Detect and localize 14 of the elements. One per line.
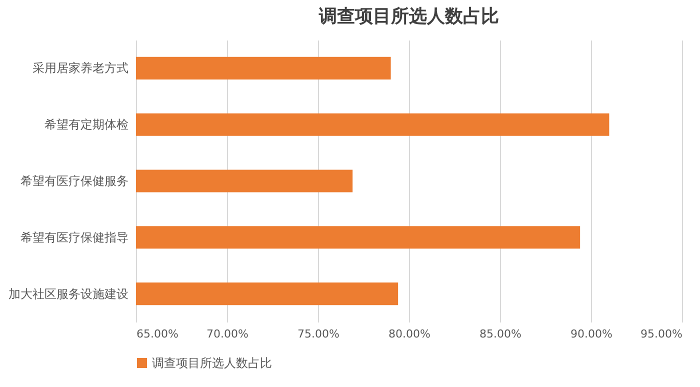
x-tick-label: 75.00% [298,328,340,340]
legend-label: 调查项目所选人数占比 [152,356,272,370]
x-tick-label: 80.00% [388,328,430,340]
y-tick-label: 采用居家养老方式 [32,61,128,76]
y-tick-label: 希望有医疗保健指导 [20,230,128,244]
x-tick-label: 95.00% [640,328,682,340]
y-tick-label: 加大社区服务设施建设 [8,286,128,301]
y-tick-label: 希望有医疗保健服务 [20,174,128,188]
x-tick-label: 70.00% [206,328,248,340]
x-tick-label: 90.00% [570,328,612,340]
x-tick-label: 65.00% [136,328,178,340]
chart-title: 调查项目所选人数占比 [318,6,499,27]
y-tick-label: 希望有定期体检 [44,118,128,132]
x-tick-label: 85.00% [480,328,522,340]
